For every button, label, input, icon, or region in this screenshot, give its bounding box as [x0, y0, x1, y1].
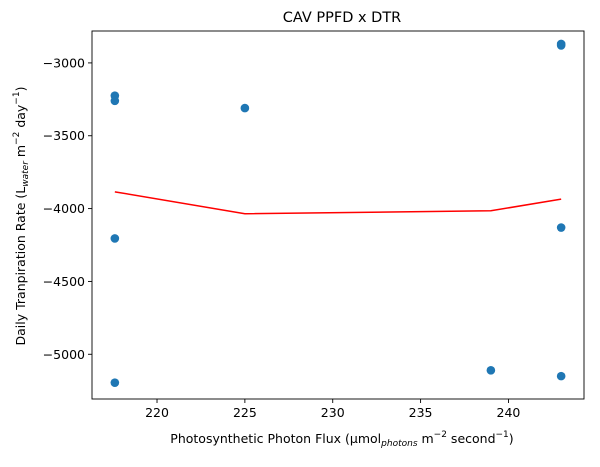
y-axis-ticks: −5000 −4500 −4000 −3500 −3000 — [43, 55, 92, 362]
y-axis-label-mid: m — [13, 145, 28, 161]
x-tick-label: 225 — [233, 405, 257, 420]
y-axis-label-prefix: Daily Tranpiration Rate (L — [13, 187, 28, 346]
y-axis-label-sup1: −2 — [12, 132, 22, 145]
scatter-point — [556, 371, 566, 381]
axes-frame — [91, 30, 585, 400]
scatter-point — [110, 234, 120, 243]
y-tick-label: −4000 — [43, 201, 85, 216]
y-tick-label: −5000 — [43, 347, 85, 362]
scatter-point — [110, 378, 120, 387]
plot-area — [110, 39, 566, 387]
x-tick-label: 240 — [497, 405, 521, 420]
scatter-point — [556, 41, 566, 50]
y-axis-label: Daily Tranpiration Rate (Lwater m−2 day−… — [12, 87, 31, 346]
x-axis-label-suffix: ) — [509, 431, 514, 446]
x-axis-ticks: 220 225 230 235 240 — [145, 399, 520, 420]
x-axis-label-prefix: Photosynthetic Photon Flux (μmol — [170, 431, 381, 446]
y-tick-label: −3000 — [43, 55, 85, 70]
scatter-point — [110, 96, 120, 106]
scatter-point — [240, 103, 250, 113]
point-layer — [110, 39, 566, 387]
x-axis-label-sup1: −2 — [434, 430, 447, 440]
y-tick-label: −4500 — [43, 274, 85, 289]
y-axis-label-sup2: −1 — [12, 91, 22, 104]
x-axis-label-mid2: second — [447, 431, 496, 446]
scatter-point — [486, 366, 496, 375]
x-axis-label-sup2: −1 — [496, 430, 509, 440]
x-axis-label-mid: m — [418, 431, 434, 446]
y-tick-label: −3500 — [43, 128, 85, 143]
y-axis-label-subscript: water — [21, 160, 31, 187]
x-tick-label: 220 — [145, 405, 169, 420]
x-axis-label: Photosynthetic Photon Flux (μmolphotons … — [170, 430, 513, 449]
y-axis-label-mid2: day — [13, 104, 28, 132]
scatter-point — [556, 223, 566, 232]
line-layer — [114, 191, 562, 215]
chart-title: CAV PPFD x DTR — [283, 10, 402, 26]
fit-line — [114, 191, 562, 215]
y-axis-label-suffix: ) — [13, 87, 28, 92]
x-tick-label: 230 — [321, 405, 345, 420]
x-axis-label-subscript: photons — [380, 439, 418, 449]
x-tick-label: 235 — [409, 405, 433, 420]
